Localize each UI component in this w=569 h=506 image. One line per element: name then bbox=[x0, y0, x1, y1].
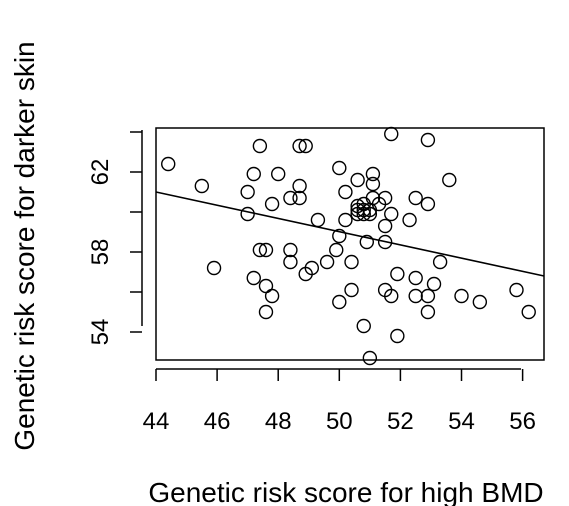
scatter-point bbox=[332, 228, 347, 244]
x-tick-label: 54 bbox=[448, 408, 475, 435]
scatter-point bbox=[356, 318, 371, 334]
scatter-point bbox=[420, 132, 436, 148]
regression-line bbox=[155, 191, 545, 277]
scatter-point bbox=[420, 288, 436, 304]
x-tick-label: 44 bbox=[143, 408, 170, 435]
x-tick-label: 48 bbox=[265, 408, 292, 435]
scatter-point bbox=[258, 242, 274, 258]
y-axis-ticks: 54 58 62 bbox=[87, 131, 142, 346]
scatter-point bbox=[377, 234, 393, 250]
scatter-point bbox=[359, 234, 375, 250]
scatter-point bbox=[298, 138, 313, 154]
y-axis-title: Genetic risk score for darker skin bbox=[9, 41, 40, 450]
scatter-point bbox=[454, 288, 469, 304]
scatter-point bbox=[365, 176, 381, 192]
x-tick-label: 52 bbox=[387, 408, 414, 435]
scatter-point bbox=[402, 212, 417, 228]
scatter-point bbox=[264, 196, 280, 212]
scatter-point bbox=[332, 160, 347, 176]
scatter-point bbox=[271, 166, 286, 182]
scatter-point bbox=[362, 350, 378, 366]
scatter-point bbox=[283, 242, 298, 258]
scatter-point bbox=[350, 172, 365, 188]
scatter-point bbox=[420, 304, 436, 320]
scatter-point bbox=[329, 242, 344, 258]
scatter-point bbox=[365, 166, 381, 182]
scatter-point bbox=[420, 196, 436, 212]
scatter-point bbox=[246, 270, 261, 286]
scatter-point bbox=[206, 260, 222, 276]
x-axis-ticks: 44 46 48 50 52 54 56 bbox=[143, 369, 536, 435]
scatter-point bbox=[432, 254, 448, 270]
scatter-point bbox=[310, 212, 326, 228]
scatter-point bbox=[240, 184, 255, 200]
scatter-point bbox=[194, 178, 210, 194]
scatter-point bbox=[246, 166, 261, 182]
scatter-point bbox=[377, 218, 393, 234]
scatter-point bbox=[377, 190, 393, 206]
scatter-point bbox=[332, 294, 347, 310]
scatter-points bbox=[161, 126, 536, 366]
scatter-point bbox=[442, 172, 457, 188]
scatter-point bbox=[304, 260, 320, 276]
scatter-point bbox=[362, 206, 378, 222]
y-tick-label: 54 bbox=[87, 319, 114, 346]
scatter-point bbox=[472, 294, 488, 310]
scatter-point bbox=[258, 278, 274, 294]
scatter-point bbox=[338, 184, 353, 200]
scatter-point bbox=[521, 304, 536, 320]
scatter-point bbox=[240, 206, 255, 222]
scatter-point bbox=[509, 282, 524, 298]
x-axis-title: Genetic risk score for high BMD bbox=[148, 477, 543, 506]
y-tick-label: 62 bbox=[87, 159, 114, 186]
scatter-point bbox=[319, 254, 335, 270]
y-tick-label: 58 bbox=[87, 239, 114, 266]
x-tick-label: 46 bbox=[204, 408, 231, 435]
scatter-point bbox=[344, 282, 359, 298]
scatter-point bbox=[252, 138, 268, 154]
scatter-point bbox=[264, 288, 280, 304]
scatter-point bbox=[384, 206, 399, 222]
scatter-point bbox=[292, 190, 307, 206]
scatter-point bbox=[283, 254, 298, 270]
scatter-point bbox=[292, 178, 307, 194]
x-tick-label: 50 bbox=[326, 408, 353, 435]
scatter-point bbox=[283, 190, 298, 206]
scatter-point bbox=[426, 276, 442, 292]
scatter-point bbox=[390, 328, 405, 344]
scatter-point bbox=[258, 304, 274, 320]
scatter-point bbox=[408, 288, 423, 304]
plot-frame bbox=[155, 127, 545, 361]
scatter-point bbox=[252, 242, 268, 258]
scatter-point bbox=[292, 138, 307, 154]
x-tick-label: 56 bbox=[509, 408, 536, 435]
scatter-point bbox=[161, 156, 176, 172]
scatter-point bbox=[338, 212, 353, 228]
scatter-point bbox=[344, 254, 359, 270]
scatter-point bbox=[408, 270, 423, 286]
scatter-point bbox=[384, 288, 399, 304]
scatter-point bbox=[390, 266, 405, 282]
scatter-point bbox=[384, 126, 399, 142]
scatter-point bbox=[408, 190, 423, 206]
